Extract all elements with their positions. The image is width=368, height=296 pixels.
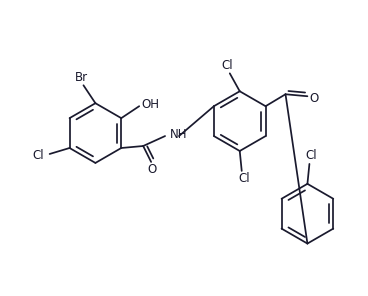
Text: Cl: Cl — [221, 59, 233, 72]
Text: O: O — [148, 163, 157, 176]
Text: OH: OH — [141, 98, 159, 111]
Text: O: O — [310, 92, 319, 105]
Text: NH: NH — [170, 128, 188, 141]
Text: Cl: Cl — [305, 149, 317, 163]
Text: Cl: Cl — [32, 149, 43, 163]
Text: Cl: Cl — [238, 172, 250, 185]
Text: Br: Br — [75, 71, 88, 84]
